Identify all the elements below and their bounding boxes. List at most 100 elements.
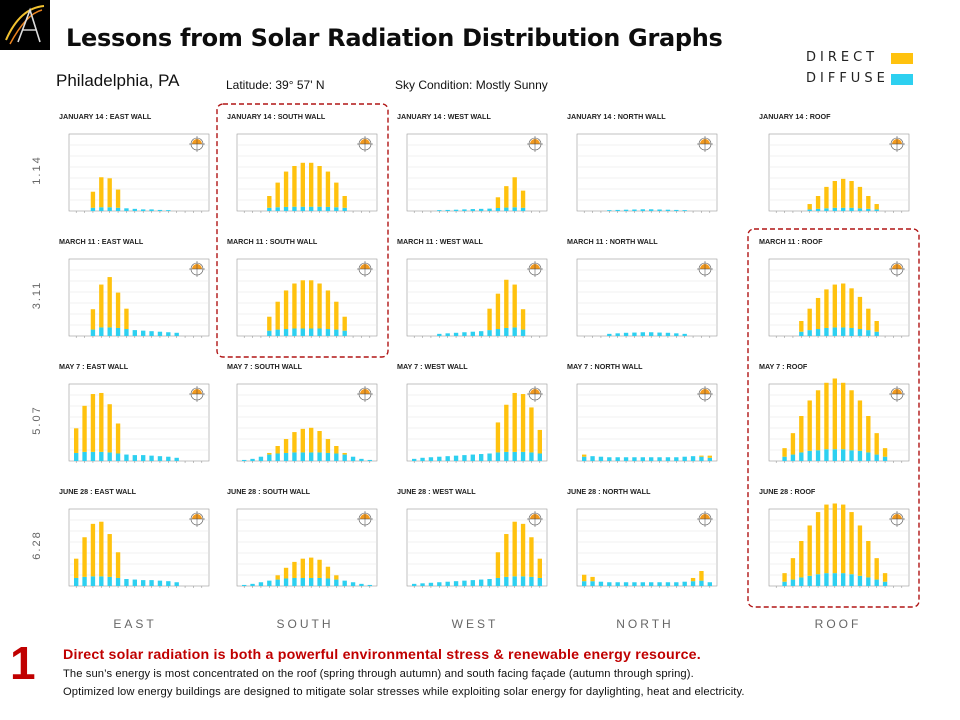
bar-direct [317, 559, 322, 578]
logo-mark [5, 5, 45, 45]
bar-diffuse [512, 576, 517, 586]
bar-direct [90, 523, 96, 577]
bar-direct [699, 455, 704, 457]
bar-diffuse [479, 208, 484, 211]
bar-diffuse [342, 330, 347, 336]
bar-diffuse [115, 327, 121, 336]
bar-direct [504, 534, 509, 577]
bar-direct [292, 432, 297, 453]
bar-diffuse [487, 330, 492, 336]
bar-diffuse [141, 455, 146, 461]
legend-direct-label: DIRECT [806, 50, 879, 65]
bar-diffuse [462, 332, 467, 336]
bar-diffuse [657, 582, 662, 586]
bar-diffuse [325, 578, 331, 586]
bar-direct [841, 382, 846, 450]
chart-panel-january-14-south-wall: JANUARY 14 : SOUTH WALL [227, 112, 378, 213]
bar-direct [325, 566, 331, 579]
bar-diffuse [849, 450, 854, 461]
chart-panel-january-14-roof: JANUARY 14 : ROOF [759, 112, 910, 213]
plot-area [236, 258, 378, 337]
bar-diffuse [350, 456, 356, 461]
bar-direct [849, 181, 854, 208]
bar-diffuse [649, 332, 654, 336]
panel-title: MARCH 11 : ROOF [759, 237, 823, 246]
chart-panel-january-14-north-wall: JANUARY 14 : NORTH WALL [567, 112, 718, 213]
bar-direct [342, 316, 347, 331]
bar-direct [832, 503, 837, 574]
bar-diffuse [479, 331, 484, 336]
bar-direct [782, 448, 787, 457]
column-label-east: EAST [113, 617, 156, 631]
bar-direct [799, 416, 804, 453]
bar-direct [520, 190, 526, 208]
bar-diffuse [849, 327, 854, 336]
panel-title: JUNE 28 : NORTH WALL [567, 487, 651, 496]
bar-direct [857, 400, 863, 451]
bar-diffuse [90, 451, 96, 461]
bar-direct [317, 166, 322, 207]
bar-direct [824, 504, 829, 574]
bar-diffuse [495, 577, 501, 586]
location-label: Philadelphia, PA [56, 71, 180, 90]
bar-diffuse [99, 207, 104, 211]
bar-direct [495, 552, 501, 578]
bar-diffuse [428, 582, 434, 586]
bar-direct [529, 537, 534, 577]
bar-diffuse [866, 452, 871, 461]
bar-diffuse [283, 329, 289, 336]
bar-direct [537, 429, 542, 454]
bar-diffuse [445, 209, 450, 211]
bar-diffuse [866, 208, 871, 211]
bar-direct [495, 197, 501, 208]
panel-title: MAY 7 : ROOF [759, 362, 808, 371]
bar-diffuse [437, 333, 442, 336]
bar-diffuse [707, 457, 712, 461]
bar-direct [90, 394, 96, 452]
bar-direct [99, 177, 104, 208]
chart-panel-may-7-east-wall: MAY 7 : EAST WALL [59, 362, 210, 463]
bar-direct [90, 309, 96, 330]
footer-headline: Direct solar radiation is both a powerfu… [63, 647, 701, 663]
bar-diffuse [141, 580, 146, 586]
bar-diffuse [815, 574, 821, 586]
bar-diffuse [275, 579, 280, 586]
chart-panel-june-28-east-wall: JUNE 28 : EAST WALL [59, 487, 210, 588]
chart-panel-january-14-west-wall: JANUARY 14 : WEST WALL [397, 112, 548, 213]
bar-diffuse [690, 581, 696, 586]
panel-title: JUNE 28 : WEST WALL [397, 487, 476, 496]
bar-diffuse [334, 453, 339, 461]
bar-diffuse [495, 329, 501, 336]
bar-direct [309, 280, 314, 329]
chart-panel-march-11-roof: MARCH 11 : ROOF [759, 237, 910, 338]
bar-diffuse [707, 582, 712, 586]
bar-diffuse [815, 329, 821, 336]
bar-diffuse [90, 329, 96, 336]
panel-title: MARCH 11 : EAST WALL [59, 237, 144, 246]
plot-area [768, 133, 910, 212]
bar-diffuse [607, 457, 612, 461]
bar-direct [882, 573, 888, 582]
bar-diffuse [841, 449, 846, 461]
bar-direct [487, 308, 492, 331]
bar-direct [537, 558, 542, 578]
chart-panel-march-11-north-wall: MARCH 11 : NORTH WALL [567, 237, 718, 338]
panel-title: JANUARY 14 : SOUTH WALL [227, 112, 326, 121]
bar-diffuse [283, 452, 289, 461]
bar-diffuse [82, 576, 87, 586]
bar-diffuse [99, 327, 104, 336]
bar-direct [874, 204, 879, 210]
panel-title: MAY 7 : SOUTH WALL [227, 362, 303, 371]
bar-diffuse [832, 207, 837, 211]
bar-diffuse [412, 458, 417, 461]
bar-diffuse [790, 454, 796, 461]
bar-diffuse [283, 206, 289, 211]
bar-diffuse [849, 574, 854, 586]
panel-title: MAY 7 : WEST WALL [397, 362, 468, 371]
bar-direct [841, 504, 846, 574]
highlight-south-box [216, 103, 389, 358]
bar-diffuse [325, 206, 331, 211]
chart-panel-june-28-south-wall: JUNE 28 : SOUTH WALL [227, 487, 378, 588]
bar-direct [874, 433, 879, 455]
bar-direct [275, 446, 280, 454]
